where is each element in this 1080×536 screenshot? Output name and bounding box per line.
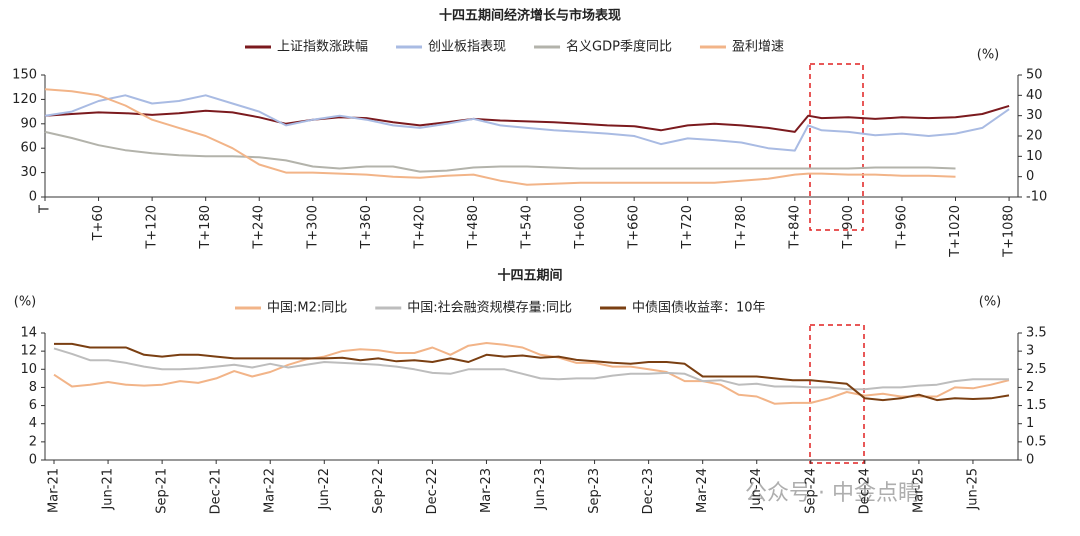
x-tick-label: T+780 — [734, 205, 749, 250]
y2-tick-label: 50 — [1026, 68, 1043, 83]
x-tick-label: Dec-21 — [209, 468, 224, 514]
x-tick-label: Mar-22 — [263, 468, 278, 513]
x-tick-label: Mar-23 — [479, 468, 494, 513]
y-tick-label: 30 — [20, 165, 37, 180]
y2-tick-label: -10 — [1026, 190, 1047, 205]
x-tick-label: T+60 — [91, 205, 106, 241]
x-tick-label: Mar-24 — [695, 468, 710, 513]
legend-label: 创业板指表现 — [428, 40, 506, 55]
x-tick-label: Sep-22 — [371, 468, 386, 514]
x-tick-label: Jun-24 — [749, 468, 764, 511]
y-tick-label: 150 — [12, 68, 37, 83]
chart-title: 十四五期间经济增长与市场表现 — [439, 8, 621, 24]
x-tick-label: Jun-22 — [317, 468, 332, 511]
y2-tick-label: 3.5 — [1026, 326, 1047, 341]
series-line — [54, 342, 1010, 402]
x-tick-label: Sep-21 — [155, 468, 170, 514]
y-tick-label: 2 — [29, 434, 37, 449]
legend-label: 名义GDP季度同比 — [566, 39, 672, 55]
y2-tick-label: 1 — [1026, 416, 1034, 431]
y-tick-label: 0 — [29, 190, 37, 205]
x-tick-label: T+900 — [841, 205, 856, 250]
x-tick-label: T+660 — [627, 205, 642, 250]
x-tick-label: T+420 — [412, 205, 427, 250]
x-tick-label: Jun-25 — [965, 468, 980, 511]
x-tick-label: T+960 — [894, 205, 909, 250]
x-tick-label: T+1080 — [1002, 205, 1017, 258]
y-tick-label: 8 — [29, 380, 37, 395]
y2-unit-label: (%) — [979, 295, 1002, 310]
y-tick-label: 0 — [29, 453, 37, 468]
y2-tick-label: 1.5 — [1026, 398, 1047, 413]
x-tick-label: Sep-24 — [803, 468, 818, 514]
x-tick-label: T+240 — [252, 205, 267, 250]
x-tick-label: T+360 — [359, 205, 374, 250]
y-tick-label: 120 — [12, 92, 37, 107]
legend-label: 中国:社会融资规模存量:同比 — [407, 300, 572, 316]
legend-label: 上证指数涨跌幅 — [277, 39, 368, 55]
x-tick-label: T+840 — [787, 205, 802, 250]
y-tick-label: 60 — [20, 141, 37, 156]
x-tick-label: T+300 — [305, 205, 320, 250]
y2-tick-label: 2.5 — [1026, 362, 1047, 377]
y2-tick-label: 3 — [1026, 344, 1034, 359]
x-tick-label: Mar-21 — [47, 468, 62, 513]
watermark: 公众号 · 中金点睛 — [745, 481, 920, 506]
y2-tick-label: 30 — [1026, 108, 1043, 123]
legend-label: 中债国债收益率：10年 — [632, 300, 766, 316]
y-tick-label: 90 — [20, 116, 37, 131]
series-line — [44, 88, 956, 186]
x-tick-label: T+540 — [520, 205, 535, 250]
y2-tick-label: 0 — [1026, 169, 1034, 184]
y-tick-label: 14 — [20, 326, 37, 341]
y-unit-label: (%) — [14, 295, 37, 310]
y2-tick-label: 40 — [1026, 88, 1043, 103]
y-tick-label: 6 — [29, 398, 37, 413]
y2-tick-label: 0.5 — [1026, 434, 1047, 449]
series-line — [53, 342, 1010, 405]
x-tick-label: Dec-23 — [641, 468, 656, 514]
x-tick-label: T+180 — [198, 205, 213, 250]
y2-tick-label: 10 — [1026, 149, 1043, 164]
x-tick-label: T+120 — [145, 205, 160, 250]
y-tick-label: 10 — [20, 362, 37, 377]
x-tick-label: Dec-22 — [425, 468, 440, 514]
series-line — [44, 104, 1010, 133]
series-line — [53, 347, 1009, 391]
legend-label: 中国:M2:同比 — [267, 301, 347, 316]
highlight-box — [809, 63, 864, 231]
y2-tick-label: 20 — [1026, 129, 1043, 144]
x-tick-label: T+1020 — [948, 205, 963, 258]
y2-unit-label: (%) — [977, 48, 1000, 63]
chart-title: 十四五期间 — [497, 268, 562, 284]
x-tick-label: T — [38, 205, 53, 214]
series-line — [44, 130, 956, 173]
y-tick-label: 12 — [20, 344, 37, 359]
y-tick-label: 4 — [29, 416, 37, 431]
highlight-box — [809, 324, 865, 464]
x-tick-label: Jun-21 — [101, 468, 116, 511]
x-tick-label: T+480 — [466, 205, 481, 250]
x-tick-label: Dec-24 — [857, 468, 872, 514]
series-line — [44, 94, 1010, 152]
y2-tick-label: 0 — [1026, 453, 1034, 468]
legend-label: 盈利增速 — [732, 40, 784, 55]
x-tick-label: T+720 — [680, 205, 695, 250]
x-tick-label: Jun-23 — [533, 468, 548, 511]
x-tick-label: T+600 — [573, 205, 588, 250]
y2-tick-label: 2 — [1026, 380, 1034, 395]
x-tick-label: Sep-23 — [587, 468, 602, 514]
x-tick-label: Mar-25 — [911, 468, 926, 513]
